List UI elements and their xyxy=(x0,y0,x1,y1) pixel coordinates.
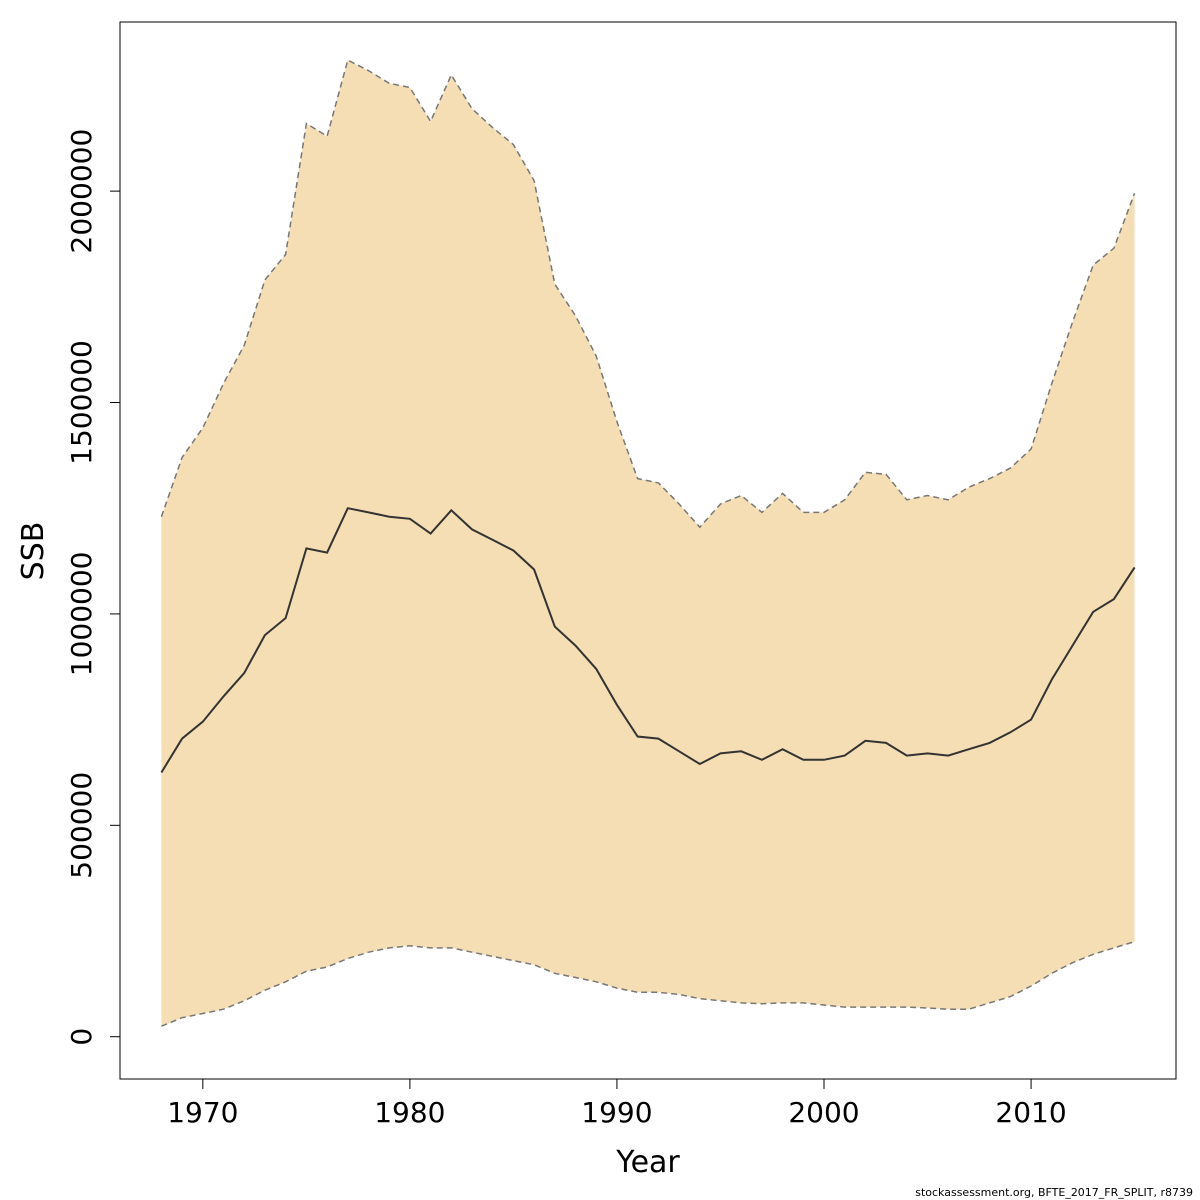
confidence-band xyxy=(161,60,1135,1027)
x-tick-label: 1980 xyxy=(374,1096,445,1129)
x-tick-label: 1970 xyxy=(167,1096,238,1129)
y-tick-label: 1000000 xyxy=(65,552,98,677)
x-tick-label: 1990 xyxy=(581,1096,652,1129)
y-tick-label: 1500000 xyxy=(65,340,98,465)
y-tick-label: 500000 xyxy=(65,772,98,879)
y-axis-title: SSB xyxy=(16,522,51,581)
y-tick-label: 0 xyxy=(65,1028,98,1046)
ssb-estimate-line xyxy=(160,507,1136,774)
x-axis: 1970 1980 1990 2000 2010 xyxy=(167,1078,1067,1129)
y-tick-label: 2000000 xyxy=(65,129,98,254)
upper-bound-line xyxy=(160,59,1136,529)
x-tick-label: 2010 xyxy=(995,1096,1066,1129)
x-tick-label: 2000 xyxy=(788,1096,859,1129)
lower-bound-line xyxy=(161,940,1135,1027)
x-axis-title: Year xyxy=(615,1145,680,1180)
footer-credit: stockassessment.org, BFTE_2017_FR_SPLIT,… xyxy=(915,1186,1193,1199)
y-axis: 0 500000 1000000 1500000 2000000 xyxy=(65,129,121,1046)
